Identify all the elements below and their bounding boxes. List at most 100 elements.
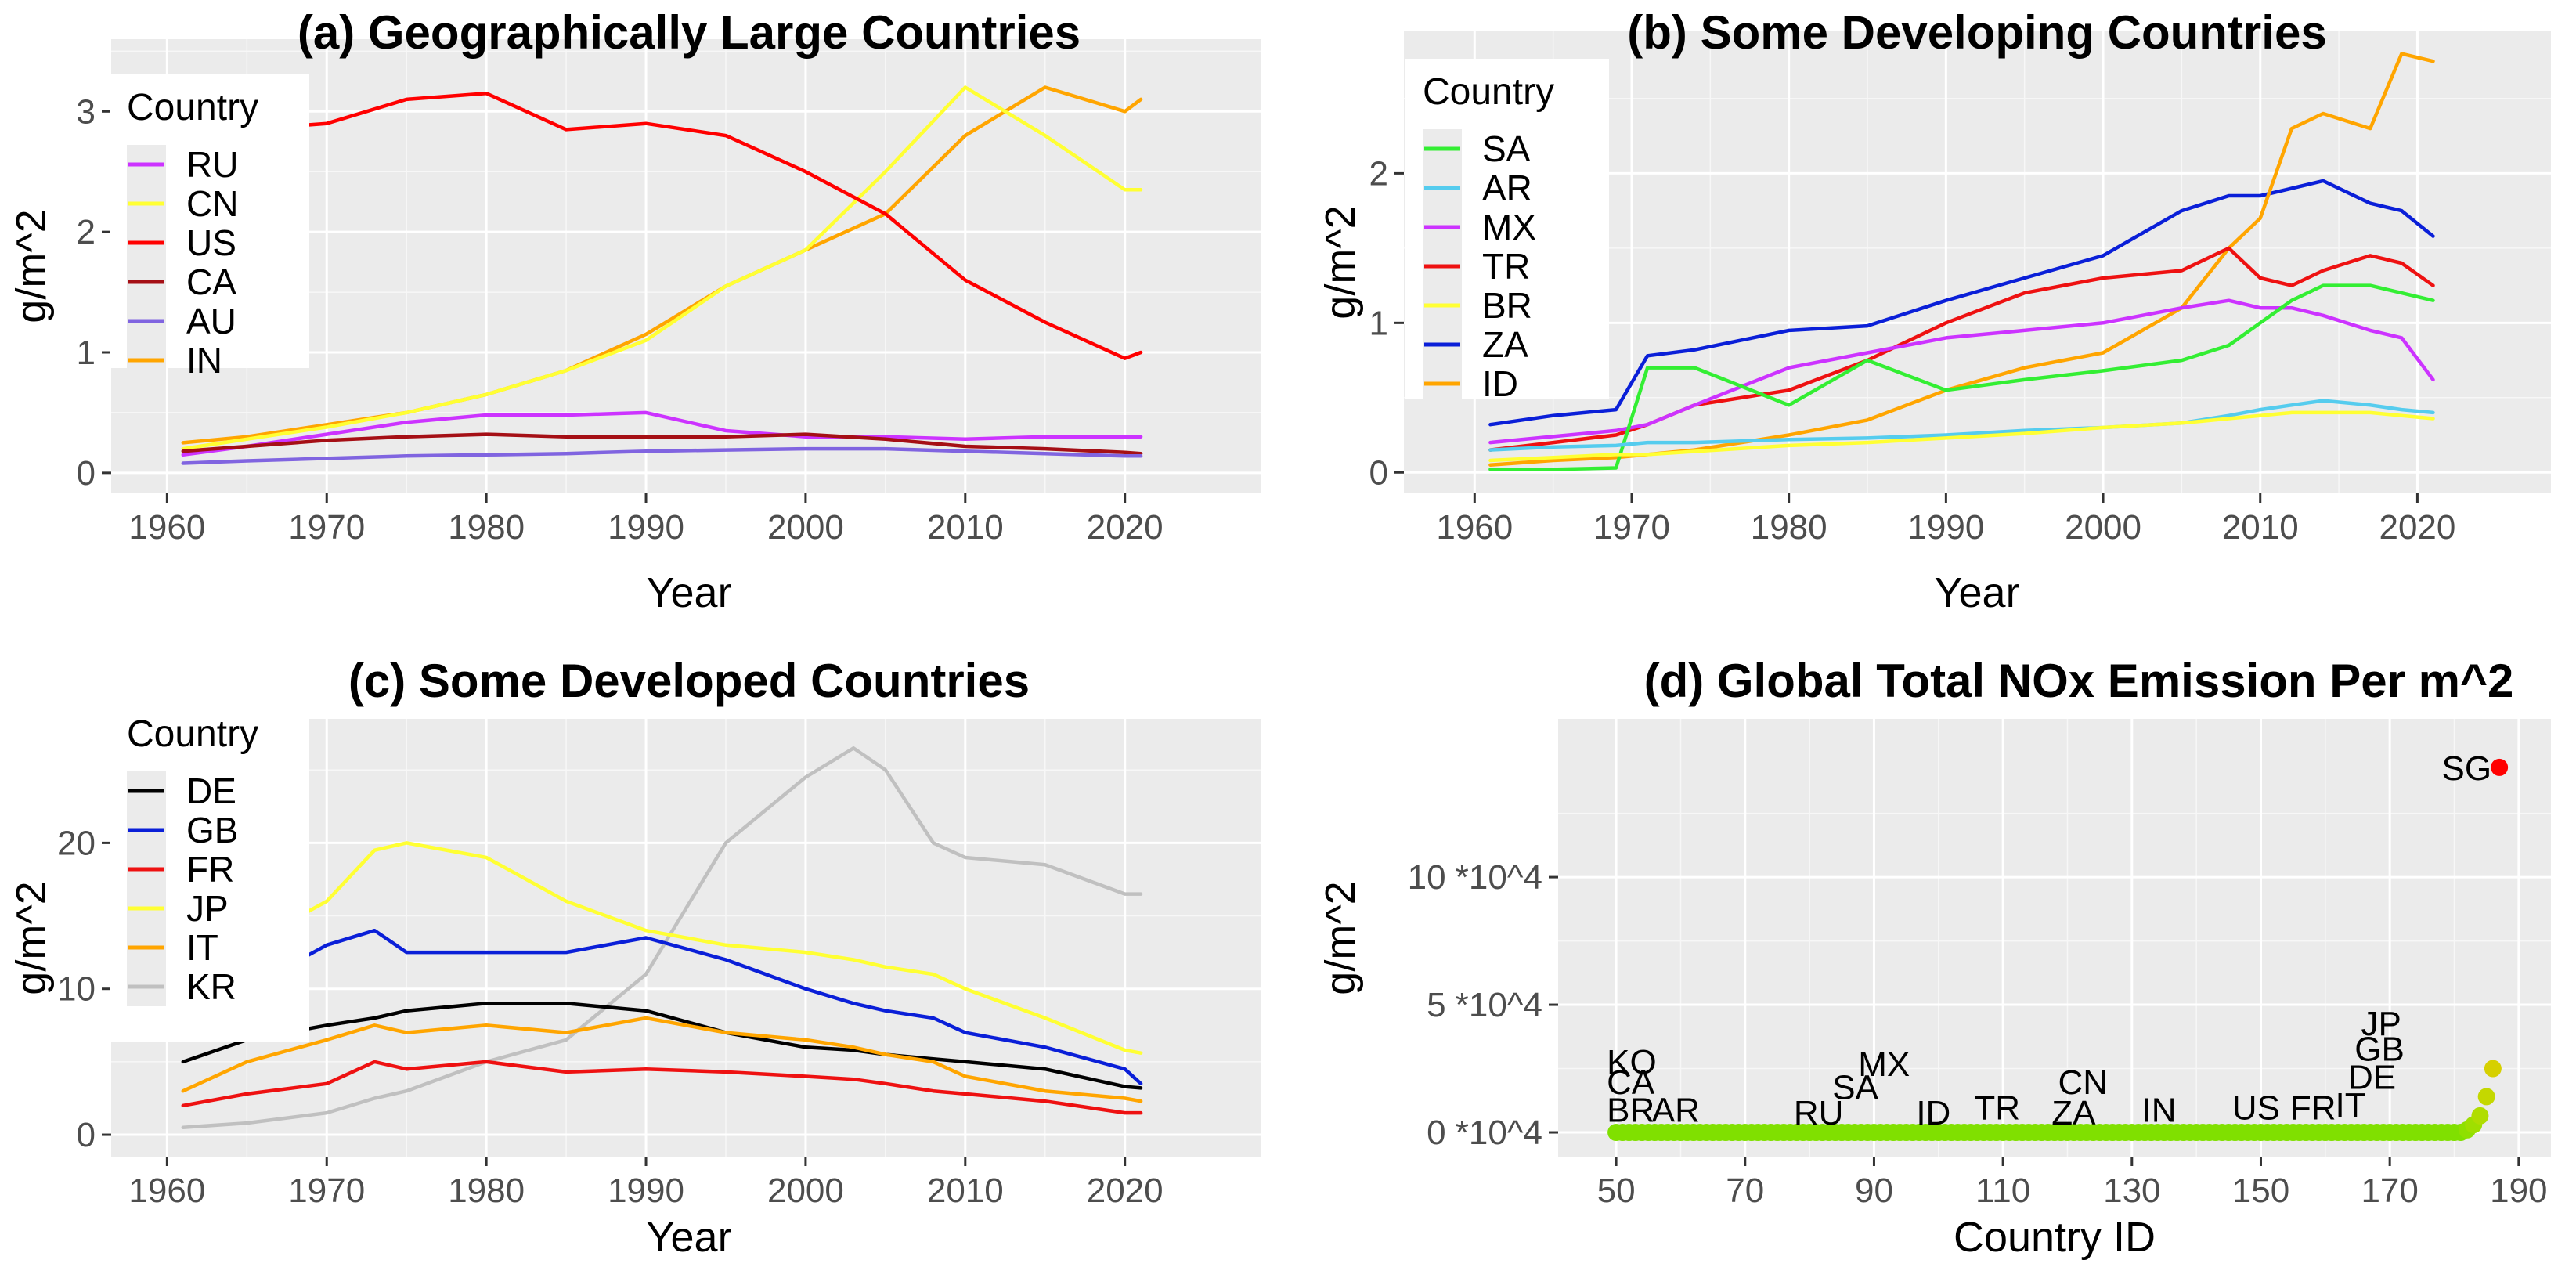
- x-tick-label: 2000: [767, 1172, 844, 1210]
- y-tick-label: 0: [1369, 453, 1388, 492]
- legend-label-kr: KR: [186, 966, 236, 1007]
- series-line-mx: [1488, 298, 2435, 445]
- legend-label-it: IT: [186, 927, 218, 968]
- point-label-mx: MX: [1858, 1045, 1910, 1084]
- point-label-ru: RU: [1794, 1094, 1844, 1132]
- data-point: [2477, 1088, 2495, 1106]
- y-axis-title: g/m^2: [1317, 881, 1364, 995]
- x-tick-label: 1970: [288, 508, 365, 547]
- y-tick-label: 10 *10^4: [1408, 858, 1542, 897]
- legend-label-gb: GB: [186, 810, 238, 850]
- x-axis-title: Year: [646, 1214, 731, 1261]
- x-tick-label: 1960: [128, 508, 205, 547]
- data-point: [2491, 758, 2509, 776]
- data-point: [2484, 1060, 2502, 1078]
- series-line-in: [181, 85, 1143, 445]
- x-tick-label: 70: [1726, 1172, 1764, 1210]
- legend-label-za: ZA: [1482, 324, 1528, 365]
- point-label-ca: CA: [1607, 1063, 1655, 1102]
- series-line-jp: [181, 841, 1143, 1055]
- x-tick-label: 1990: [1907, 508, 1984, 547]
- legend-label-tr: TR: [1482, 246, 1530, 287]
- legend-label-br: BR: [1482, 285, 1532, 326]
- chart-title: (b) Some Developing Countries: [1627, 6, 2326, 59]
- x-tick-label: 90: [1855, 1172, 1893, 1210]
- series-line-it: [181, 1016, 1143, 1103]
- x-tick-label: 2020: [1087, 508, 1164, 547]
- chart-d: 50 70 90 110 130 150 170 190 0 *10^4 5 *10^4 10 *1…: [1317, 655, 2551, 1261]
- legend-title: Country: [127, 87, 258, 128]
- x-tick-label: 1980: [448, 508, 525, 547]
- x-tick-label: 1980: [448, 1172, 525, 1210]
- chart-title: (c) Some Developed Countries: [348, 655, 1030, 707]
- legend-title: Country: [1423, 71, 1554, 113]
- y-tick-label: 0: [77, 1116, 96, 1154]
- chart-title: (d) Global Total NOx Emission Per m^2: [1644, 655, 2514, 707]
- y-tick-label: 0 *10^4: [1427, 1114, 1542, 1152]
- legend-label-cn: CN: [186, 183, 238, 224]
- x-tick-label: 1990: [608, 508, 684, 547]
- y-tick-label: 2: [77, 213, 96, 251]
- gridlines: [1558, 719, 2551, 1157]
- y-tick-label: 5 *10^4: [1427, 986, 1542, 1024]
- chart-b: 1960 1970 1980 1990 2000 2010 2020 0 1 2 Country SA…: [1317, 6, 2551, 616]
- series-line-za: [1488, 179, 2435, 427]
- series-line-fr: [181, 1060, 1143, 1115]
- x-tick-label: 1960: [128, 1172, 205, 1210]
- y-tick-label: 10: [57, 970, 96, 1009]
- point-label-tr: TR: [1974, 1088, 2020, 1127]
- y-tick-label: 0: [77, 454, 96, 493]
- point-label-us: US: [2232, 1088, 2280, 1127]
- y-axis-title: g/m^2: [1317, 205, 1364, 319]
- legend-title: Country: [127, 713, 258, 755]
- series-line-us: [181, 91, 1143, 360]
- y-axis-title: g/m^2: [8, 209, 55, 323]
- series-line-ca: [181, 432, 1143, 456]
- x-axis-title: Year: [1934, 569, 2019, 616]
- series-line-br: [1488, 410, 2435, 463]
- point-label-jp: JP: [2361, 1005, 2401, 1043]
- x-tick-label: 1970: [1593, 508, 1670, 547]
- series-line-gb: [181, 928, 1143, 1086]
- legend-label-de: DE: [186, 771, 236, 811]
- legend-label-ca: CA: [186, 262, 236, 302]
- x-tick-label: 1990: [608, 1172, 684, 1210]
- chart-title: (a) Geographically Large Countries: [298, 6, 1081, 59]
- point-label-it: IT: [2336, 1086, 2366, 1125]
- legend-label-us: US: [186, 222, 236, 263]
- point-label-cn: CN: [2058, 1063, 2108, 1102]
- point-label-ar: AR: [1652, 1092, 1700, 1130]
- point-label-sg: SG: [2442, 749, 2492, 788]
- x-axis-title: Country ID: [1954, 1214, 2156, 1261]
- point-label-in: IN: [2142, 1092, 2177, 1130]
- point-label-sa: SA: [1832, 1068, 1878, 1107]
- y-tick-label: 1: [1369, 304, 1388, 342]
- y-tick-label: 3: [77, 92, 96, 131]
- y-axis-title: g/m^2: [8, 881, 55, 995]
- x-tick-label: 1980: [1751, 508, 1827, 547]
- plot-panel: [1558, 719, 2551, 1157]
- x-tick-label: 2020: [1087, 1172, 1164, 1210]
- legend-label-jp: JP: [186, 888, 229, 929]
- point-label-za: ZA: [2051, 1094, 2096, 1132]
- x-tick-label: 2010: [2222, 508, 2299, 547]
- y-tick-label: 2: [1369, 154, 1388, 193]
- x-tick-label: 2000: [2065, 508, 2141, 547]
- x-tick-label: 190: [2490, 1172, 2547, 1210]
- x-tick-label: 2010: [927, 1172, 1004, 1210]
- point-label-fr: FR: [2290, 1088, 2336, 1127]
- x-axis-title: Year: [646, 569, 731, 616]
- x-tick-label: 2010: [927, 508, 1004, 547]
- point-label-ko: KO: [1607, 1043, 1657, 1081]
- scatter-points: [1607, 758, 2509, 1142]
- legend-label-mx: MX: [1482, 207, 1536, 247]
- series-line-sa: [1488, 283, 2435, 471]
- series-line-kr: [181, 746, 1143, 1129]
- point-label-id: ID: [1916, 1094, 1950, 1132]
- y-tick-label: 1: [77, 334, 96, 372]
- series-line-au: [181, 446, 1143, 465]
- legend-label-sa: SA: [1482, 128, 1531, 169]
